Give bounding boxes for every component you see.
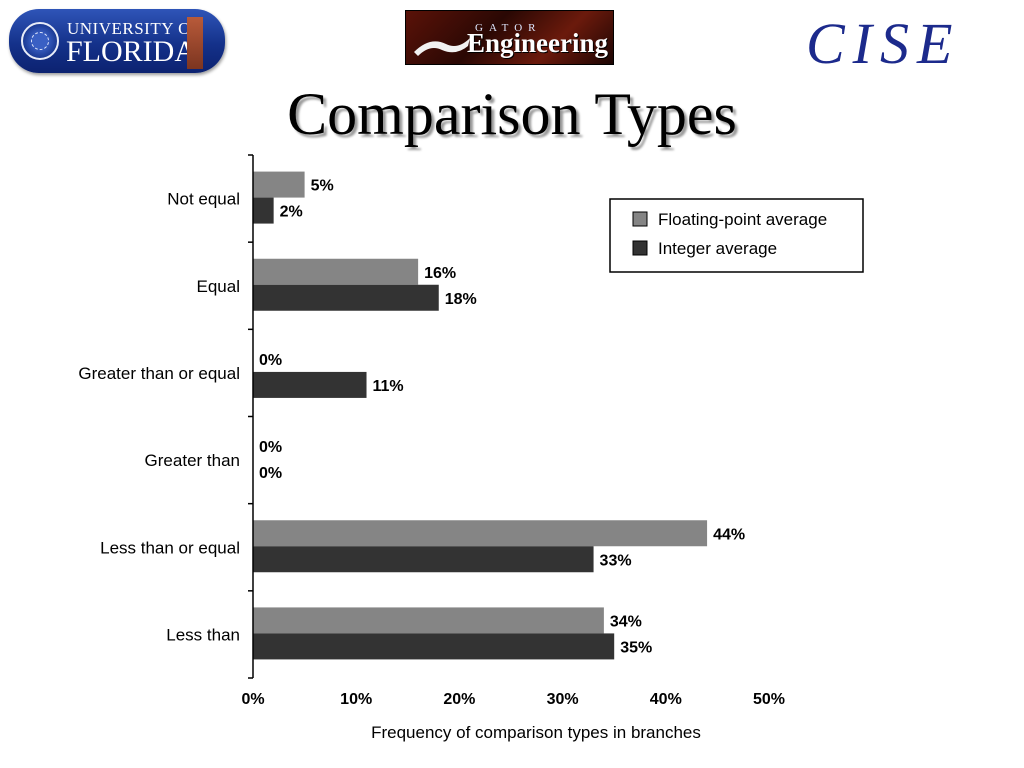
legend-swatch-integer [632, 240, 648, 256]
data-label: 35% [620, 639, 652, 656]
data-label: 11% [373, 378, 404, 395]
bar-integer [253, 633, 615, 660]
gator-logo-top: GATOR [475, 22, 542, 34]
bar-integer [253, 546, 594, 573]
x-tick-label: 40% [650, 691, 682, 708]
data-label: 34% [610, 613, 642, 630]
category-label: Greater than or equal [78, 364, 240, 383]
bar-integer [253, 284, 439, 311]
data-label: 0% [259, 465, 282, 482]
data-label: 33% [600, 552, 632, 569]
data-label: 16% [424, 265, 456, 282]
bar-floating [253, 520, 708, 547]
bar-floating [253, 607, 604, 634]
x-axis-title: Frequency of comparison types in branche… [371, 723, 701, 742]
x-tick-label: 20% [443, 691, 475, 708]
bar-integer [253, 197, 274, 224]
uf-logo-line2: FLORIDA [66, 35, 197, 68]
uf-seal-icon [21, 22, 59, 60]
data-label: 44% [713, 526, 745, 543]
data-label: 18% [445, 291, 477, 308]
university-of-florida-logo: UNIVERSITY OF FLORIDA [9, 9, 225, 73]
category-label: Less than [166, 625, 240, 644]
x-tick-label: 10% [340, 691, 372, 708]
bar-integer [253, 371, 367, 398]
x-tick-label: 0% [241, 691, 264, 708]
clock-tower-icon [187, 17, 203, 69]
category-label: Not equal [167, 190, 240, 209]
data-label: 2% [280, 204, 303, 221]
x-tick-label: 30% [547, 691, 579, 708]
gator-engineering-logo [405, 10, 614, 65]
data-label: 5% [311, 178, 334, 195]
slide-title: Comparison Types [287, 81, 737, 147]
uf-logo-line1: UNIVERSITY OF [67, 19, 201, 38]
legend-label: Integer average [658, 239, 777, 258]
gator-icon [414, 38, 470, 56]
legend-label: Floating-point average [658, 210, 827, 229]
x-tick-label: 50% [753, 691, 785, 708]
data-label: 0% [259, 352, 282, 369]
legend-swatch-floating [632, 211, 648, 227]
bar-floating [253, 171, 305, 198]
bar-floating [253, 258, 419, 285]
category-label: Greater than [145, 451, 240, 470]
data-label: 0% [259, 439, 282, 456]
category-label: Less than or equal [100, 538, 240, 557]
legend-box [609, 198, 864, 273]
gator-logo-main: Engineering [467, 28, 609, 58]
cise-logo: CISE [806, 11, 961, 76]
category-label: Equal [197, 277, 240, 296]
